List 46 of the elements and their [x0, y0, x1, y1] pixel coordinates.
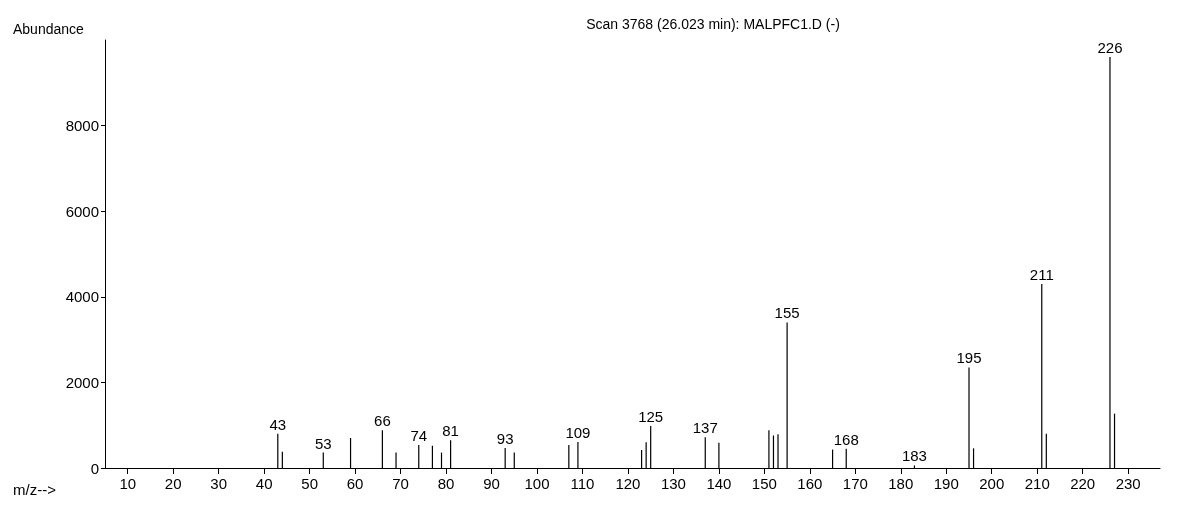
x-tick-label: 20 — [164, 475, 182, 492]
x-tick-label: 30 — [210, 475, 228, 492]
x-tick-label: 230 — [1115, 475, 1141, 492]
annotation: 211 — [1029, 265, 1054, 283]
y-tick-label: 4000 — [65, 288, 99, 306]
x-tick-label: 10 — [119, 475, 137, 492]
annotation: 137 — [692, 419, 718, 437]
x-tick-label: 130 — [660, 475, 686, 492]
annotation: 53 — [314, 434, 332, 452]
x-tick-label: 210 — [1024, 475, 1050, 492]
x-tick-label: 90 — [483, 475, 500, 492]
y-tick-label: 6000 — [65, 202, 99, 220]
annotation: 81 — [442, 422, 459, 440]
y-tick-label: 0 — [90, 459, 99, 477]
annotation: 109 — [565, 423, 591, 441]
x-tick-label: 100 — [524, 475, 550, 492]
chart-title: Scan 3768 (26.023 min): MALPFC1.D (-) — [586, 16, 840, 32]
x-tick-label: 40 — [255, 475, 273, 492]
x-tick-label: 120 — [615, 475, 641, 492]
annotation: 93 — [496, 429, 514, 447]
x-tick-label: 110 — [570, 475, 595, 492]
x-tick-label: 160 — [797, 475, 823, 492]
y-tick-label: 2000 — [65, 373, 99, 391]
x-tick-label: 180 — [888, 475, 914, 492]
annotation: 195 — [956, 349, 982, 367]
annotation: 66 — [374, 412, 391, 430]
x-tick-label: 60 — [346, 475, 364, 492]
x-tick-label: 140 — [706, 475, 732, 492]
annotation: 43 — [269, 415, 287, 433]
annotation: 226 — [1097, 39, 1123, 57]
x-tick-label: 170 — [842, 475, 868, 492]
x-tick-label: 200 — [979, 475, 1005, 492]
x-tick-label: 50 — [301, 475, 318, 492]
x-tick-label: 150 — [751, 475, 777, 492]
annotation: 125 — [638, 408, 664, 426]
y-axis-title: Abundance — [13, 21, 85, 37]
x-tick-label: 220 — [1070, 475, 1096, 492]
annotation: 74 — [410, 426, 428, 444]
annotation: 168 — [833, 430, 859, 448]
x-tick-label: 80 — [437, 475, 455, 492]
annotation: 183 — [901, 447, 927, 465]
annotation: 155 — [774, 304, 800, 322]
y-tick-label: 8000 — [65, 117, 99, 135]
x-tick-label: 190 — [933, 475, 959, 492]
x-tick-label: 70 — [392, 475, 409, 492]
x-axis-title: m/z--> — [13, 481, 57, 498]
